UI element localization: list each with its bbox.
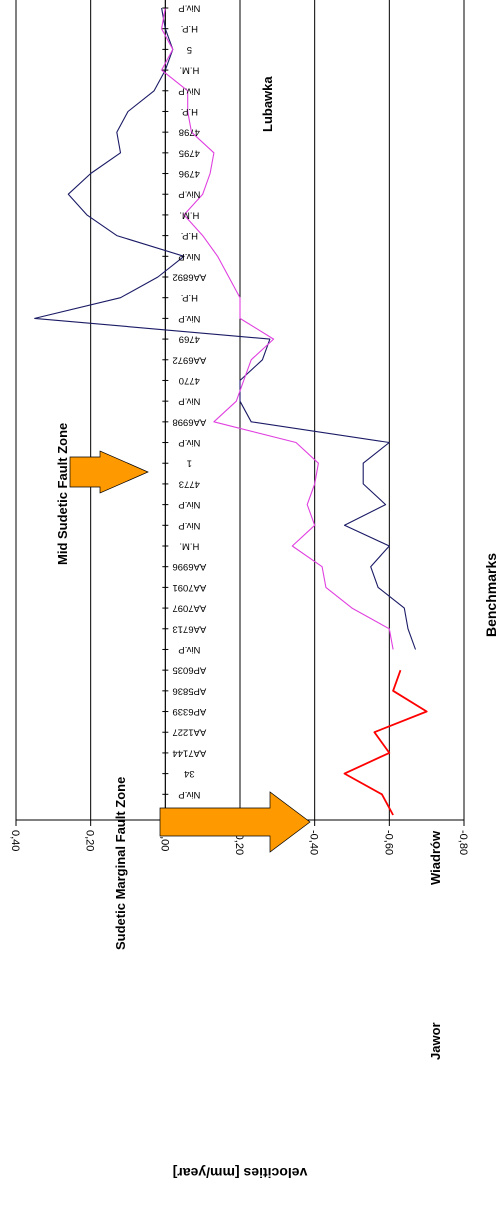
series-line-1 <box>343 669 428 816</box>
x-tick-label: Niv.P <box>178 789 200 800</box>
x-tick-label: 4770 <box>179 375 200 386</box>
x-tick-label: Niv.P <box>178 251 200 262</box>
x-tick-label: H.P. <box>181 23 198 34</box>
x-tick-label: 4773 <box>179 478 200 489</box>
x-tick-label: Niv.P <box>178 520 200 531</box>
x-tick-label: AA6998 <box>172 416 206 427</box>
x-tick-label: AA6713 <box>172 623 206 634</box>
x-tick-label: AA7144 <box>172 747 206 758</box>
x-tick-label: 1 <box>187 458 192 469</box>
x-tick-label: 4798 <box>179 127 200 138</box>
annotation-mid-sudetic: Mid Sudetic Fault Zone <box>55 423 70 565</box>
x-tick-label: AP6035 <box>172 665 206 676</box>
annotation-sudetic-marginal: Sudetic Marginal Fault Zone <box>113 777 128 950</box>
y-tick-label: 0,20 <box>84 830 96 851</box>
x-tick-label: Niv.P <box>178 313 200 324</box>
y-tick-label: -0,80 <box>457 830 469 855</box>
x-tick-label: AA6892 <box>172 271 206 282</box>
x-tick-label: AA1227 <box>172 727 206 738</box>
x-tick-label: 4796 <box>179 168 200 179</box>
x-tick-label: AA7097 <box>172 603 206 614</box>
x-tick-label: H.P. <box>181 106 198 117</box>
x-axis-title: Benchmarks <box>483 553 497 637</box>
arrow-mid-sudetic <box>69 450 149 494</box>
arrow-sudetic-marginal <box>159 791 311 853</box>
x-tick-label: Niv.P <box>178 2 200 13</box>
x-tick-labels: AA8086Niv.P34AA7144AA1227AP6339AP5836AP6… <box>162 2 206 820</box>
x-tick-label: AA6972 <box>172 354 206 365</box>
x-tick-label: H.P. <box>181 230 198 241</box>
x-tick-label: H.M. <box>179 65 199 76</box>
x-tick-label: AP6339 <box>172 706 206 717</box>
series-layer <box>34 7 428 816</box>
x-tick-label: 4769 <box>179 334 200 345</box>
y-tick-label: 0,40 <box>9 830 21 851</box>
y-tick-label: -0,40 <box>308 830 320 855</box>
x-tick-label: 4795 <box>179 147 200 158</box>
annotation-lubawka: Lubawka <box>260 76 275 132</box>
x-tick-label: Niv.P <box>178 644 200 655</box>
x-tick-label: 5 <box>187 44 192 55</box>
annotation-wiadrow: Wiadrów <box>428 830 443 885</box>
annotation-jawor: Jawor <box>428 1022 443 1060</box>
series-line-3 <box>161 7 394 650</box>
x-tick-label: Niv.P <box>178 499 200 510</box>
x-tick-label: AA7091 <box>172 582 206 593</box>
x-tick-label: Niv.P <box>178 189 200 200</box>
y-axis-title: velocities [mm/year] <box>173 1165 308 1181</box>
x-tick-label: AP5836 <box>172 685 206 696</box>
x-tick-label: 34 <box>184 768 195 779</box>
x-tick-label: H.M. <box>179 209 199 220</box>
x-tick-label: H.P. <box>181 292 198 303</box>
y-tick-label: -0,60 <box>382 830 394 855</box>
x-tick-label: H.M. <box>179 540 199 551</box>
x-tick-label: Niv.P <box>178 437 200 448</box>
x-tick-label: Niv.P <box>178 396 200 407</box>
plot-area: AA8086Niv.P34AA7144AA1227AP6339AP5836AP6… <box>15 0 465 821</box>
x-tick-label: Niv.P <box>178 85 200 96</box>
x-tick-label: AA6996 <box>172 561 206 572</box>
series-line-2 <box>34 7 417 650</box>
